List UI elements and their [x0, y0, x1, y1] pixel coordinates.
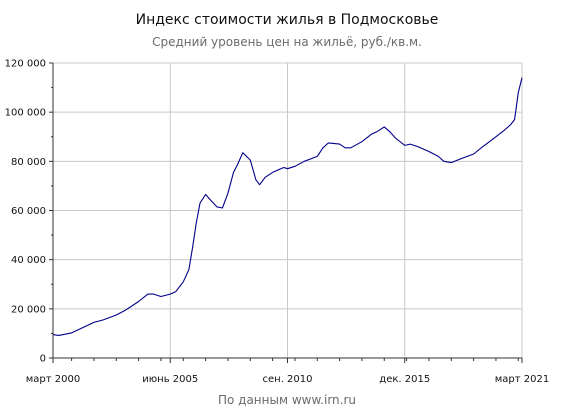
data-source-note: По данным www.irn.ru: [217, 393, 357, 407]
y-tick-label: 0: [40, 354, 46, 365]
x-tick-label: дек. 2015: [379, 374, 430, 385]
series-layer: [52, 77, 523, 336]
y-tick-label: 100 000: [5, 108, 46, 119]
y-tick-label: 20 000: [11, 304, 46, 315]
y-tick-label: 120 000: [5, 59, 46, 70]
x-tick-label: июнь 2005: [142, 374, 198, 385]
chart-title: Индекс стоимости жилья в Подмосковье: [135, 12, 439, 28]
y-tick-label: 60 000: [11, 206, 46, 217]
y-tick-label: 80 000: [11, 157, 46, 168]
x-tick-label: сен. 2010: [263, 374, 313, 385]
y-axis-ticks: 0 20 000 40 000 60 000 80 000 100 000 120 000: [5, 59, 53, 365]
chart-subtitle: Средний уровень цен на жильё, руб./кв.м.: [152, 35, 422, 49]
grid-lines: [53, 62, 523, 358]
x-tick-label: март 2000: [26, 374, 80, 385]
x-tick-label: март 2021: [495, 374, 549, 385]
series-line-0: [52, 77, 523, 336]
x-axis-ticks: март 2000 июнь 2005 сен. 2010 дек. 2015 март…: [26, 358, 549, 385]
y-tick-label: 40 000: [11, 255, 46, 266]
